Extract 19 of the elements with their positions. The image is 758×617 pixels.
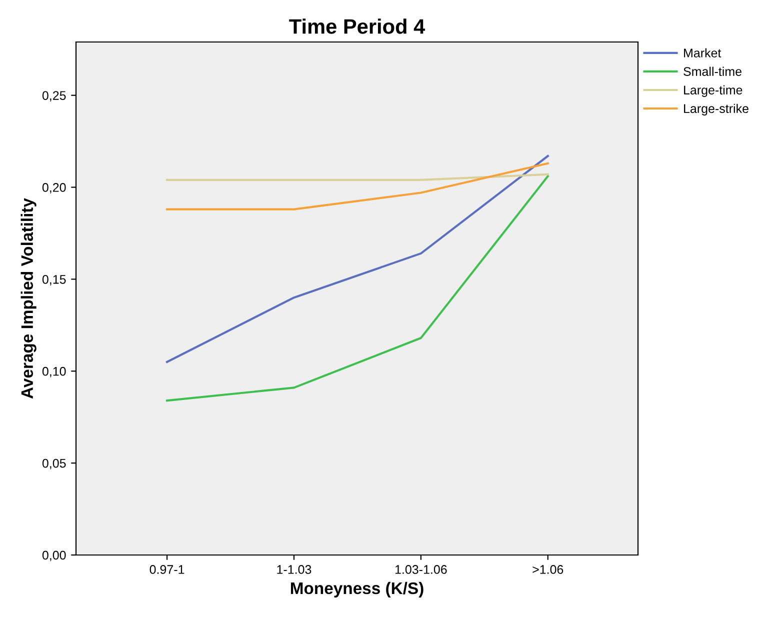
x-tick-label: 1-1.03 [277,565,312,574]
chart-title: Time Period 4 [289,18,426,34]
y-tick-label: 0,10 [42,366,66,378]
y-tick-label: 0,20 [42,183,66,194]
x-tick-label: 1.03-1.06 [395,565,447,574]
y-tick-label: 0,05 [42,458,66,470]
x-axis-title: Moneyness (K/S) [290,582,424,598]
line-series [166,154,549,363]
y-axis-title: Average Implied Volatility [20,198,36,399]
x-tick-label: 0.97-1 [150,565,184,574]
legend-label: Large-strike [684,104,748,116]
y-tick-label: 0,00 [42,550,66,562]
y-tick-label: 0,15 [42,274,66,286]
legend-label: Market [684,48,722,58]
x-tick-label: >1.06 [532,565,564,574]
line-series [166,175,549,402]
legend-label: Large-time [684,85,742,97]
y-tick-label: 0,25 [42,91,66,102]
legend-label: Small-time [684,66,742,76]
